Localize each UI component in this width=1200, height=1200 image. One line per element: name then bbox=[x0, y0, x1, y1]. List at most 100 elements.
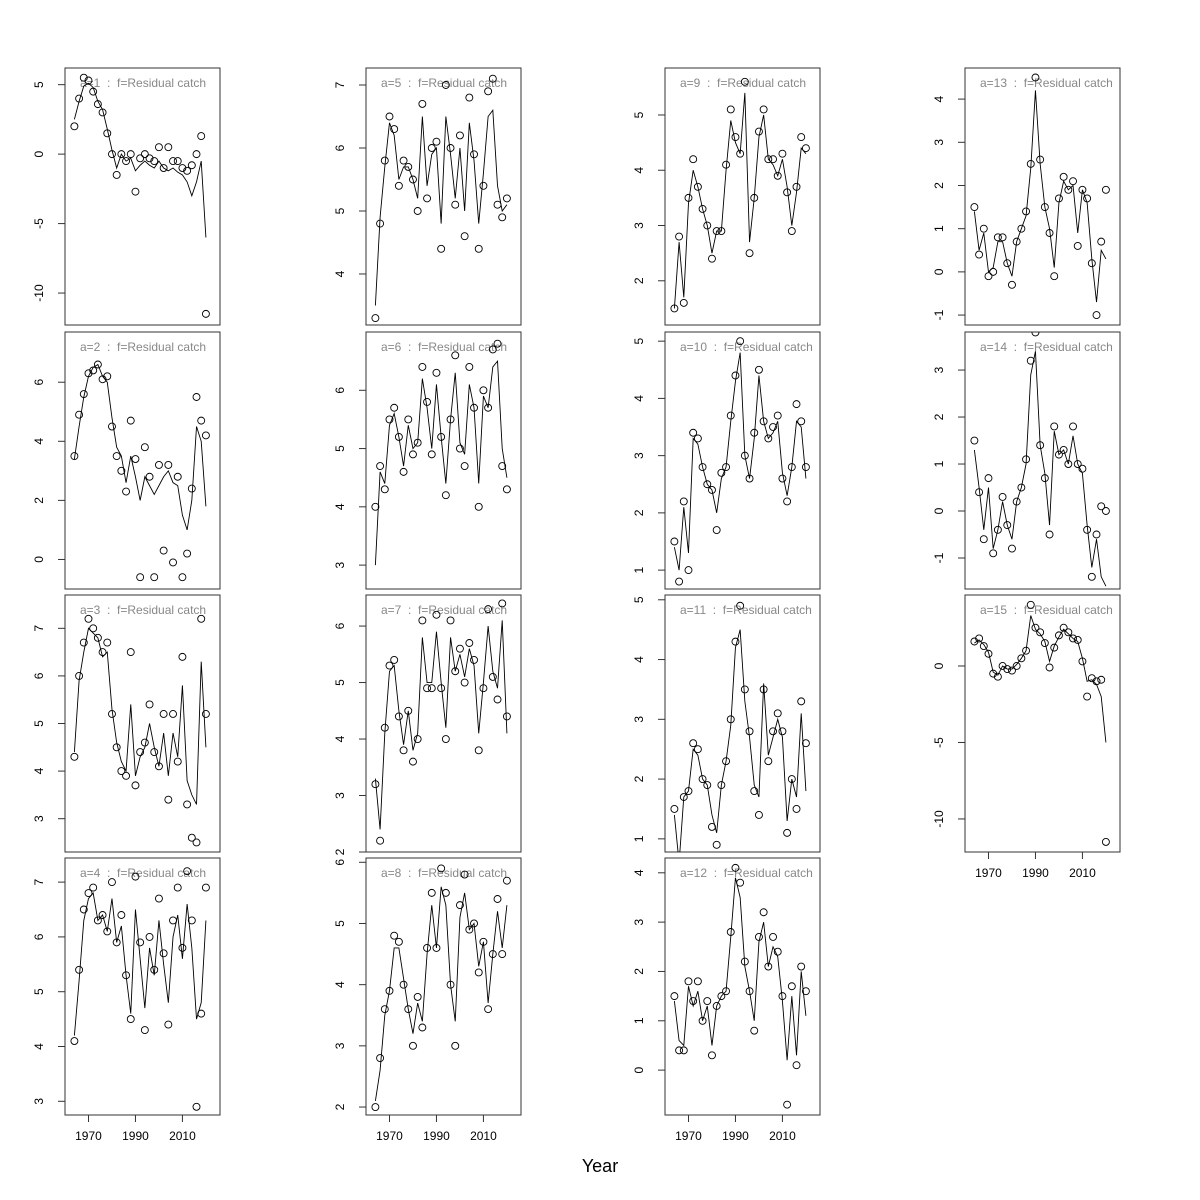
observed-point bbox=[108, 710, 116, 718]
observed-point bbox=[154, 460, 163, 469]
y-tick-label: -5 bbox=[932, 737, 946, 748]
observed-point bbox=[975, 250, 984, 259]
y-tick-label: 4 bbox=[333, 735, 347, 742]
observed-point bbox=[474, 244, 483, 253]
observed-point bbox=[413, 207, 422, 215]
observed-point bbox=[117, 150, 126, 159]
y-tick-label: 4 bbox=[632, 869, 646, 876]
observed-point bbox=[1050, 272, 1059, 281]
y-tick-label: 5 bbox=[333, 920, 347, 927]
observed-point bbox=[437, 864, 446, 873]
panel: a=8 : f=Residual catch 2 3 4 5 6 1970 1990 2010 bbox=[333, 857, 522, 1143]
observed-point bbox=[409, 757, 417, 766]
y-tick-label: 5 bbox=[32, 720, 46, 727]
y-tick-label: -1 bbox=[932, 309, 946, 320]
observed-point bbox=[201, 883, 210, 892]
plot-area bbox=[970, 600, 1110, 846]
observed-point bbox=[409, 1041, 417, 1050]
observed-point bbox=[169, 710, 177, 718]
y-tick-label: 2 bbox=[333, 848, 347, 855]
y-tick-label: 1 bbox=[632, 1017, 646, 1024]
observed-point bbox=[787, 775, 796, 784]
observed-point bbox=[136, 748, 145, 757]
observed-point bbox=[792, 805, 801, 813]
observed-point bbox=[93, 633, 102, 642]
fitted-line bbox=[673, 352, 807, 571]
observed-point bbox=[1036, 155, 1045, 164]
panel-title: a=8 : f=Residual catch bbox=[381, 866, 507, 880]
observed-point bbox=[103, 372, 112, 381]
observed-point bbox=[451, 351, 460, 360]
observed-point bbox=[736, 601, 745, 610]
observed-point bbox=[684, 566, 693, 575]
observed-point bbox=[187, 484, 196, 493]
observed-point bbox=[703, 221, 712, 230]
observed-point bbox=[670, 992, 679, 1001]
x-tick-label: 2010 bbox=[1069, 866, 1096, 880]
observed-point bbox=[89, 624, 98, 633]
fitted-line bbox=[974, 615, 1107, 743]
observed-point bbox=[1003, 259, 1012, 268]
observed-point bbox=[708, 822, 716, 831]
observed-point bbox=[70, 1037, 79, 1045]
observed-point bbox=[783, 188, 792, 197]
observed-point bbox=[159, 546, 168, 555]
observed-point bbox=[169, 157, 177, 166]
observed-point bbox=[192, 393, 201, 401]
observed-point bbox=[479, 684, 488, 693]
observed-point bbox=[150, 965, 159, 974]
plot-area bbox=[70, 867, 210, 1111]
observed-point bbox=[1078, 464, 1087, 473]
observed-point bbox=[413, 735, 422, 743]
observed-point bbox=[108, 878, 116, 887]
observed-point bbox=[93, 916, 102, 925]
observed-point bbox=[84, 614, 93, 623]
y-tick-label: 4 bbox=[32, 767, 46, 774]
observed-point bbox=[93, 360, 102, 369]
observed-point bbox=[1008, 544, 1016, 553]
observed-point bbox=[1101, 185, 1110, 194]
observed-point bbox=[201, 710, 210, 718]
observed-point bbox=[1054, 194, 1063, 203]
y-tick-label: 3 bbox=[932, 139, 946, 146]
observed-point bbox=[797, 133, 806, 142]
observed-point bbox=[1059, 445, 1068, 454]
observed-point bbox=[778, 992, 787, 1001]
panel-frame bbox=[664, 331, 821, 590]
y-tick-label: 4 bbox=[932, 95, 946, 102]
observed-point bbox=[178, 652, 187, 661]
observed-point bbox=[126, 1015, 135, 1024]
observed-point bbox=[79, 390, 88, 398]
observed-point bbox=[773, 171, 782, 180]
observed-point bbox=[164, 460, 173, 469]
fitted-line bbox=[673, 92, 807, 309]
y-tick-label: 7 bbox=[32, 625, 46, 632]
y-tick-label: -1 bbox=[932, 552, 946, 563]
observed-point bbox=[126, 150, 135, 159]
observed-point bbox=[726, 411, 735, 420]
observed-point bbox=[446, 415, 455, 424]
observed-point bbox=[173, 472, 182, 481]
observed-point bbox=[1003, 665, 1012, 673]
observed-point bbox=[783, 1100, 792, 1109]
observed-point bbox=[201, 431, 210, 440]
observed-point bbox=[423, 684, 432, 693]
fitted-line bbox=[973, 351, 1107, 587]
observed-point bbox=[93, 100, 102, 109]
observed-point bbox=[1026, 600, 1035, 609]
observed-point bbox=[488, 74, 497, 83]
observed-point bbox=[1017, 483, 1026, 492]
observed-point bbox=[465, 639, 474, 647]
plot-area bbox=[371, 74, 511, 323]
observed-point bbox=[498, 213, 507, 222]
observed-point bbox=[1064, 460, 1073, 468]
x-tick-label: 1990 bbox=[1022, 866, 1049, 880]
fitted-line bbox=[374, 108, 508, 306]
y-tick-label: 4 bbox=[333, 503, 347, 510]
observed-point bbox=[432, 944, 441, 952]
panel-title: a=3 : f=Residual catch bbox=[80, 603, 206, 617]
observed-point bbox=[726, 715, 735, 724]
panel: a=3 : f=Residual catch 3 4 5 6 7 bbox=[32, 594, 221, 853]
observed-point bbox=[712, 227, 721, 235]
observed-point bbox=[1073, 636, 1082, 644]
